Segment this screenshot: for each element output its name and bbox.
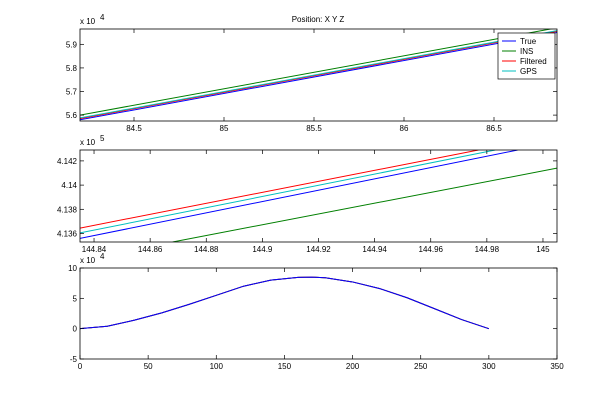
x-tick-label: 85.5 (306, 124, 322, 133)
figure-title: Position: X Y Z (292, 15, 345, 24)
x-tick-label: 144.86 (138, 245, 163, 254)
x-tick-label: 144.9 (252, 245, 273, 254)
x-tick-label: 300 (482, 362, 496, 371)
series-group (80, 276, 490, 330)
series-line-true (80, 32, 557, 121)
y-exponent-power: 5 (100, 134, 105, 143)
plot-area (80, 150, 557, 242)
y-exponent-power: 4 (100, 13, 105, 22)
y-tick-label: 4.138 (57, 205, 78, 214)
y-tick-label: 4.142 (57, 157, 78, 166)
x-tick-label: 144.96 (419, 245, 444, 254)
x-tick-label: 100 (210, 362, 224, 371)
x-tick-label: 144.84 (82, 245, 107, 254)
x-tick-label: 85 (220, 124, 229, 133)
legend-label-true: True (520, 37, 537, 46)
series-line-ins (172, 167, 557, 242)
y-tick-label: 4.136 (57, 230, 78, 239)
y-tick-label: 4.14 (61, 181, 77, 190)
y-tick-label: 5 (73, 294, 78, 303)
series-line-true (80, 150, 518, 239)
x-tick-label: 150 (278, 362, 292, 371)
y-exponent-power: 4 (100, 252, 105, 261)
x-tick-label: 144.94 (362, 245, 387, 254)
x-tick-label: 200 (346, 362, 360, 371)
y-tick-label: 5.8 (66, 64, 78, 73)
series-group (80, 29, 557, 121)
legend-label-ins: INS (520, 47, 533, 56)
y-tick-label: 10 (68, 264, 77, 273)
x-tick-label: 145 (536, 245, 550, 254)
series-line-true (80, 276, 490, 330)
x-tick-label: 86 (400, 124, 409, 133)
series-line-filtered (80, 30, 557, 120)
legend-label-gps: GPS (520, 67, 537, 76)
subplot-xyz-y: 144.84 144.86 144.88 144.9 144.92 144.94 144.9… (57, 134, 558, 254)
plot-frame (79, 267, 558, 360)
y-tick-label: 5.6 (66, 111, 78, 120)
series-line-filtered (80, 150, 479, 229)
plot-area (80, 268, 557, 359)
x-tick-label: 84.5 (126, 124, 142, 133)
series-line-gps (80, 150, 496, 234)
y-exponent-label: x 10 (80, 17, 96, 26)
y-exponent-label: x 10 (80, 138, 96, 147)
y-tick-label: 0 (73, 325, 78, 334)
x-tick-label: 250 (414, 362, 428, 371)
x-tick-label: 144.88 (194, 245, 219, 254)
plot-frame (79, 28, 558, 122)
y-tick-label: 5.7 (66, 88, 78, 97)
legend-label-filtered: Filtered (520, 57, 547, 66)
x-tick-label: 144.98 (475, 245, 500, 254)
series-line-ins (80, 29, 554, 116)
x-tick-label: 0 (78, 362, 83, 371)
y-tick-label: 5.9 (66, 40, 78, 49)
x-tick-label: 86.5 (486, 124, 502, 133)
series-group (80, 150, 557, 242)
x-tick-label: 50 (144, 362, 153, 371)
x-tick-label: 350 (550, 362, 564, 371)
subplot-xyz-x: 84.5 85 85.5 86 86.5 5.6 5.7 5.8 5.9 x 10 4 (66, 13, 558, 133)
series-line-gps (80, 30, 557, 119)
y-exponent-label: x 10 (80, 256, 96, 265)
y-tick-label: -5 (70, 355, 78, 364)
x-tick-label: 144.92 (306, 245, 331, 254)
